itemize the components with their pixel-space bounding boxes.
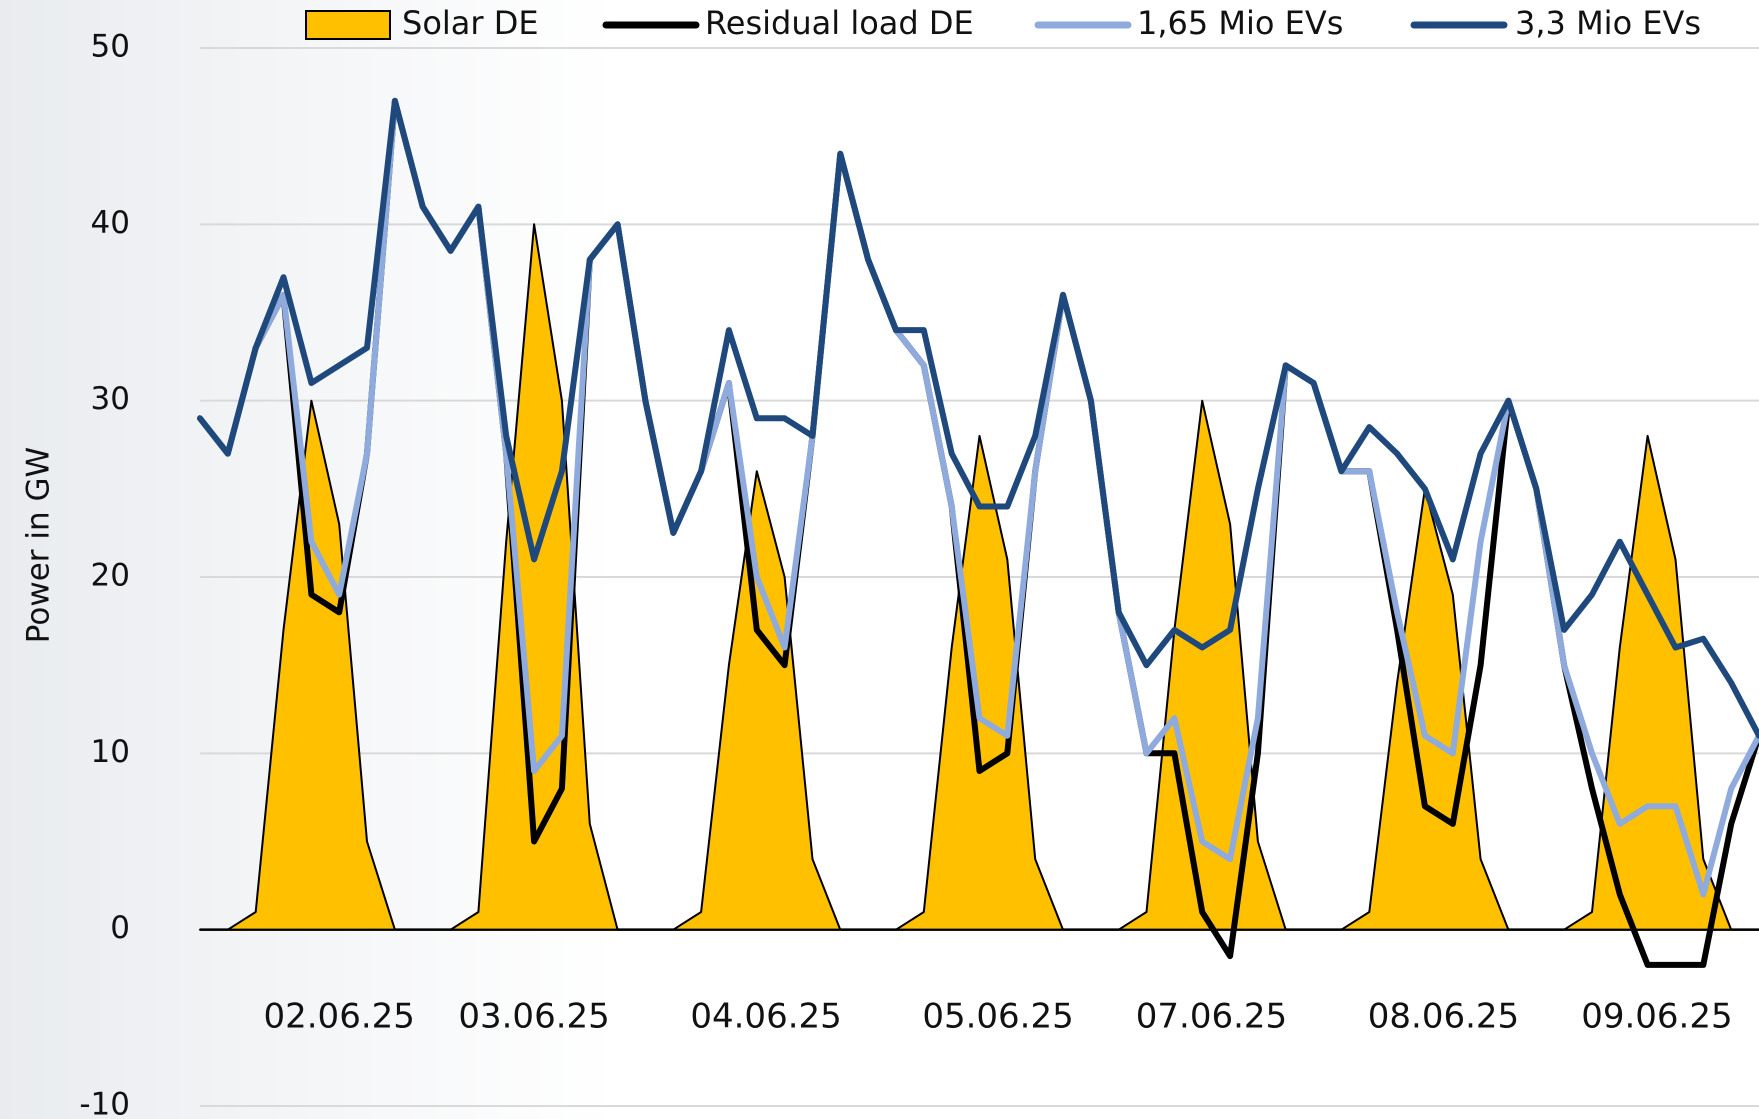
x-tick-label: 09.06.25 — [1581, 997, 1732, 1037]
legend-label: 1,65 Mio EVs — [1137, 4, 1343, 42]
x-tick-label: 03.06.25 — [458, 997, 609, 1037]
x-tick-label: 07.06.25 — [1136, 997, 1287, 1037]
line — [197, 97, 1759, 739]
x-tick-label: 04.06.25 — [690, 997, 841, 1037]
area — [199, 223, 1759, 931]
y-tick-label: 30 — [91, 381, 130, 417]
y-axis-title: Power in GW — [21, 447, 57, 643]
x-tick-label: 05.06.25 — [922, 997, 1073, 1037]
y-tick-label: 40 — [91, 205, 130, 241]
y-tick-label: -10 — [79, 1087, 130, 1119]
x-tick-label: 02.06.25 — [263, 997, 414, 1037]
legend-label: Solar DE — [402, 4, 539, 42]
x-tick-label: 08.06.25 — [1368, 997, 1519, 1037]
y-tick-label: 20 — [91, 558, 130, 594]
legend-swatch — [305, 10, 391, 40]
y-tick-label: 50 — [91, 29, 130, 65]
y-tick-label: 10 — [91, 734, 130, 770]
legend-label: 3,3 Mio EVs — [1515, 4, 1701, 42]
y-tick-label: 0 — [110, 910, 130, 946]
legend-label: Residual load DE — [705, 4, 974, 42]
